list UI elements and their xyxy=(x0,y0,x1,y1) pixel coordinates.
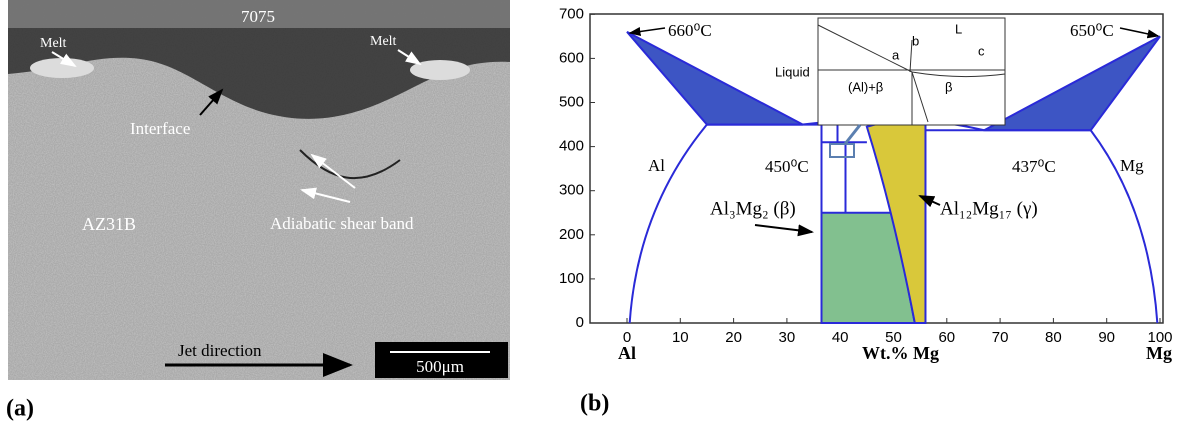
interface-label: Interface xyxy=(130,119,190,138)
y-tick-label: 600 xyxy=(559,49,584,66)
y-tick-label: 200 xyxy=(559,226,584,243)
scale-bar-label: 500μm xyxy=(416,357,464,376)
x-tick-label: 30 xyxy=(779,329,796,346)
x-axis-element: Al xyxy=(618,343,636,363)
x-axis-label: Wt.% Mg xyxy=(862,343,939,363)
inset-arrow xyxy=(845,125,860,144)
melt-label: Melt xyxy=(40,36,67,51)
x-tick-label: 20 xyxy=(725,329,742,346)
shear-band-label: Adiabatic shear band xyxy=(270,214,414,233)
x-tick-label: 80 xyxy=(1045,329,1062,346)
y-tick-label: 0 xyxy=(576,314,584,331)
inset-label: a xyxy=(892,47,900,62)
y-tick-label: 400 xyxy=(559,138,584,155)
pointer xyxy=(1120,28,1158,36)
figure: 7075 Melt Melt Interface AZ31B Adiabatic… xyxy=(0,0,1181,427)
phase-label: Al xyxy=(648,156,665,175)
inset-label: β xyxy=(945,79,952,94)
solvus-al xyxy=(630,125,707,323)
phase-label: Al₁₂Mg₁₇ (γ) xyxy=(940,198,1038,219)
top-alloy: 7075 xyxy=(241,7,275,26)
panel-label: (a) xyxy=(6,396,34,422)
phase-label: Mg xyxy=(1120,156,1144,175)
bottom-alloy: AZ31B xyxy=(82,214,136,234)
x-tick-label: 40 xyxy=(832,329,849,346)
temperature-label: 650⁰C xyxy=(1070,21,1114,40)
x-tick-label: 90 xyxy=(1098,329,1115,346)
inset-source xyxy=(830,144,854,157)
phase-label: Al₃Mg₂ (β) xyxy=(710,198,796,219)
inset-label: b xyxy=(912,33,919,48)
x-tick-label: 10 xyxy=(672,329,689,346)
liquidus-mg xyxy=(984,36,1160,130)
melt-label: Melt xyxy=(370,34,397,49)
y-tick-label: 700 xyxy=(559,5,584,22)
y-tick-label: 500 xyxy=(559,93,584,110)
x-axis-element: Mg xyxy=(1146,343,1172,363)
temperature-label: 660⁰C xyxy=(668,21,712,40)
temperature-label: 437⁰C xyxy=(1012,157,1056,176)
x-tick-label: 60 xyxy=(938,329,955,346)
inset-label: (Al)+β xyxy=(848,79,883,94)
y-tick-label: 300 xyxy=(559,182,584,199)
inset-label: c xyxy=(978,43,985,58)
panel-label: (b) xyxy=(580,391,609,417)
inset-label: Liquid xyxy=(775,64,810,79)
temperature-label: 450⁰C xyxy=(765,157,809,176)
x-tick-label: 70 xyxy=(992,329,1009,346)
pointer xyxy=(755,225,812,232)
micrograph xyxy=(8,0,510,380)
inset-label: L xyxy=(955,21,962,36)
jet-label: Jet direction xyxy=(178,341,262,360)
y-tick-label: 100 xyxy=(559,270,584,287)
pointer xyxy=(630,28,665,33)
